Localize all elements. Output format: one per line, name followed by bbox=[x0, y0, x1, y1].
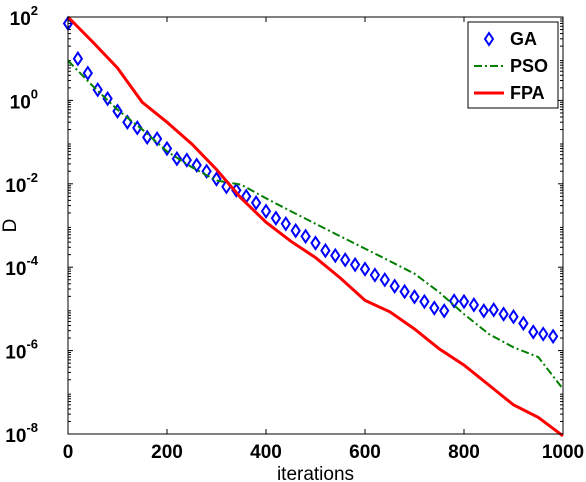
ga-data-point bbox=[508, 308, 519, 325]
y-tick-label: 10-6 bbox=[5, 337, 38, 364]
ga-data-point bbox=[389, 278, 400, 295]
ga-data-point bbox=[181, 152, 193, 168]
ga-data-point bbox=[419, 293, 430, 310]
x-tick-label: 200 bbox=[151, 442, 183, 463]
ga-data-point bbox=[478, 303, 490, 319]
ga-data-point bbox=[270, 210, 282, 226]
ga-data-point bbox=[458, 293, 470, 310]
ga-data-point bbox=[409, 289, 420, 305]
ga-data-point bbox=[191, 157, 202, 173]
ga-data-point bbox=[547, 328, 559, 345]
y-tick-label: 10-4 bbox=[5, 253, 38, 280]
ga-data-point bbox=[429, 300, 440, 316]
series-pso bbox=[67, 59, 564, 390]
ga-data-point bbox=[498, 306, 509, 322]
ga-data-point bbox=[528, 324, 539, 340]
ga-data-point bbox=[92, 81, 103, 98]
ga-data-point bbox=[399, 283, 410, 300]
x-tick-label: 800 bbox=[448, 442, 480, 463]
y-tick-label: 102 bbox=[10, 3, 38, 30]
ga-data-point bbox=[280, 215, 292, 232]
ga-data-point bbox=[300, 228, 311, 245]
ga-data-point bbox=[369, 267, 381, 283]
ga-data-point bbox=[537, 326, 549, 342]
ga-data-point bbox=[132, 120, 143, 136]
x-tick-label: 1000 bbox=[542, 442, 584, 463]
y-tick-label: 10-2 bbox=[5, 170, 38, 197]
legend-label-fpa: FPA bbox=[510, 83, 545, 103]
ga-data-point bbox=[448, 293, 460, 309]
plot-series bbox=[62, 15, 564, 438]
x-tick-label: 400 bbox=[250, 442, 282, 463]
ga-data-point bbox=[250, 195, 262, 211]
ga-data-point bbox=[518, 315, 529, 332]
ga-data-point bbox=[438, 303, 450, 319]
ga-data-point bbox=[290, 222, 301, 239]
ga-data-point bbox=[320, 242, 331, 259]
ga-data-point bbox=[379, 271, 391, 288]
ga-data-point bbox=[72, 50, 84, 67]
ga-data-point bbox=[339, 252, 351, 268]
ga-data-point bbox=[359, 261, 371, 277]
ga-data-point bbox=[141, 129, 153, 146]
legend-label-ga: GA bbox=[510, 29, 537, 49]
ga-data-point bbox=[201, 163, 212, 180]
y-tick-label: 100 bbox=[10, 86, 38, 113]
ga-data-point bbox=[161, 140, 173, 157]
x-axis-label: iterations bbox=[277, 464, 354, 482]
plot-frame bbox=[67, 16, 564, 435]
ga-data-point bbox=[349, 256, 361, 273]
x-tick-label: 0 bbox=[63, 442, 74, 463]
ga-data-point bbox=[260, 203, 272, 220]
y-axis-label: D bbox=[0, 219, 21, 233]
line-pso bbox=[67, 59, 564, 390]
x-tick-label: 600 bbox=[349, 442, 381, 463]
ga-data-point bbox=[310, 235, 321, 251]
y-tick-label: 10-8 bbox=[5, 420, 38, 447]
ga-data-point bbox=[151, 130, 163, 147]
series-fpa bbox=[66, 15, 564, 438]
legend-marker-ga bbox=[483, 31, 495, 47]
ga-data-point bbox=[211, 171, 222, 187]
ga-data-point bbox=[488, 302, 499, 318]
axis-ticks: 0 200 400 600 800 1000 10-8 10-6 10-4 10-2 100 102 bbox=[5, 3, 584, 463]
legend: GA PSO FPA bbox=[467, 21, 559, 109]
ga-data-point bbox=[330, 247, 341, 264]
ga-data-point bbox=[468, 297, 480, 313]
ga-data-point bbox=[171, 150, 183, 167]
legend-label-pso: PSO bbox=[510, 56, 548, 76]
ga-data-point bbox=[112, 103, 123, 120]
line-fpa bbox=[66, 15, 564, 438]
ga-data-point bbox=[82, 65, 94, 81]
